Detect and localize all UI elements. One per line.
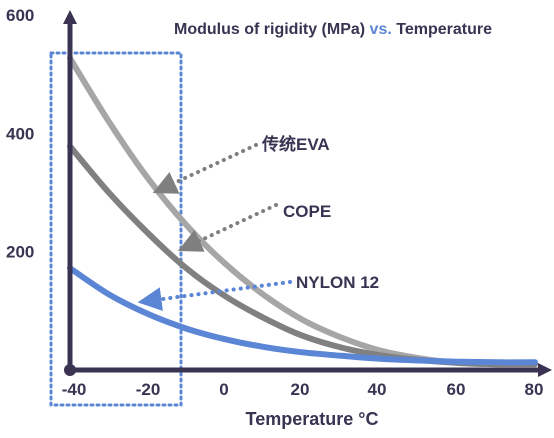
y-axis-arrow-icon: [63, 10, 77, 24]
x-tick-label: -20: [136, 380, 161, 399]
title-part-vs: vs.: [365, 21, 392, 38]
x-tick-label: 40: [368, 380, 387, 399]
title-part-temperature: Temperature: [392, 21, 492, 38]
x-axis-label: Temperature °C: [246, 409, 379, 429]
highlight-range-box: [49, 51, 183, 407]
nylon12-leader-arrow: [137, 280, 292, 312]
x-tick-label: 80: [525, 380, 544, 399]
eva-label: 传统EVA: [261, 134, 330, 154]
y-tick-label: 200: [6, 243, 34, 262]
x-tick-label: -40: [62, 380, 87, 399]
y-tick-label: 400: [6, 124, 34, 143]
x-tick-label: 0: [219, 380, 228, 399]
nylon12-label: NYLON 12: [296, 273, 379, 292]
y-tick-label: 600: [6, 6, 34, 25]
origin-dot: [64, 364, 76, 376]
title-part-modulus: Modulus of rigidity (MPa): [174, 21, 365, 38]
x-tick-label: 60: [447, 380, 466, 399]
chart-title: Modulus of rigidity (MPa) vs. Temperatur…: [174, 21, 492, 38]
eva-leader-arrow: [152, 143, 258, 194]
x-tick-label: 20: [291, 380, 310, 399]
series-line-nylon12: [67, 265, 538, 366]
cope-leader-arrow: [177, 203, 278, 252]
series-line-cope: [67, 143, 538, 368]
cope-label: COPE: [283, 202, 331, 221]
x-axis-arrow-icon: [538, 363, 552, 377]
